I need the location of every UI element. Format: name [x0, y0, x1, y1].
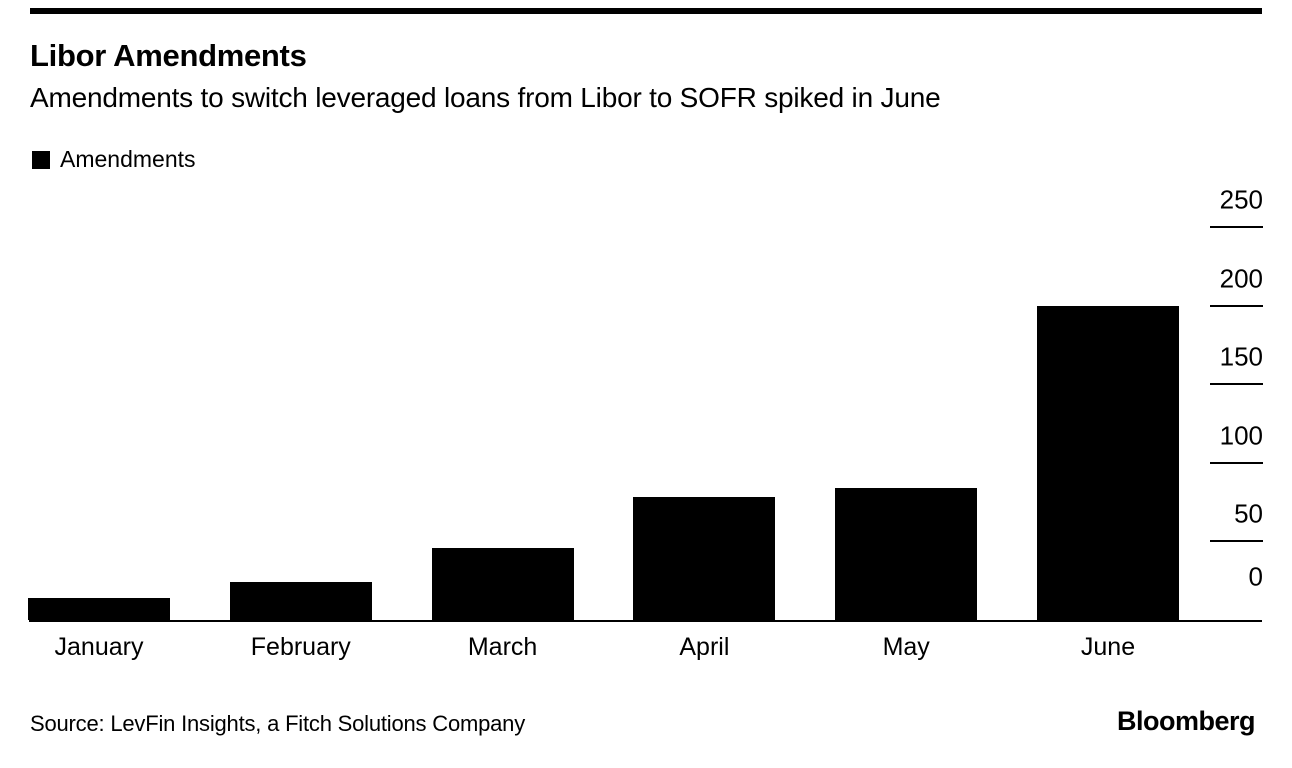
chart-title: Libor Amendments	[30, 38, 307, 73]
y-tick-label-150: 150	[1219, 341, 1263, 372]
plot-area	[28, 227, 1179, 620]
bar-march	[431, 547, 574, 620]
y-tick-line-100	[1210, 461, 1263, 464]
bar-january	[28, 598, 170, 620]
y-tick-line-50	[1210, 540, 1263, 543]
x-tick-label-march: March	[467, 633, 538, 661]
x-tick-label-february: February	[250, 633, 351, 661]
legend-swatch-icon	[32, 150, 50, 169]
bar-february	[229, 582, 372, 620]
y-tick-line-200	[1210, 304, 1263, 307]
y-tick-label-0: 0	[1248, 561, 1263, 592]
source-note: Source: LevFin Insights, a Fitch Solutio…	[30, 711, 526, 736]
y-tick-label-250: 250	[1219, 184, 1263, 215]
legend: Amendments	[32, 148, 196, 171]
bar-may	[835, 487, 978, 620]
x-tick-label-may: May	[882, 633, 930, 661]
y-tick-label-100: 100	[1219, 420, 1263, 451]
y-tick-line-150	[1210, 383, 1263, 386]
legend-label: Amendments	[60, 146, 196, 172]
bar-april	[633, 497, 776, 620]
bar-june	[1036, 305, 1179, 620]
x-tick-label-january: January	[54, 633, 144, 661]
x-axis-line	[29, 620, 1262, 622]
y-tick-line-250	[1210, 226, 1263, 228]
x-tick-label-april: April	[679, 633, 730, 661]
chart-subtitle: Amendments to switch leveraged loans fro…	[30, 82, 941, 113]
bloomberg-logo: Bloomberg	[1116, 706, 1256, 736]
top-rule	[30, 8, 1262, 14]
y-tick-label-200: 200	[1219, 263, 1263, 294]
y-tick-label-50: 50	[1234, 498, 1263, 529]
x-tick-label-june: June	[1080, 633, 1136, 661]
